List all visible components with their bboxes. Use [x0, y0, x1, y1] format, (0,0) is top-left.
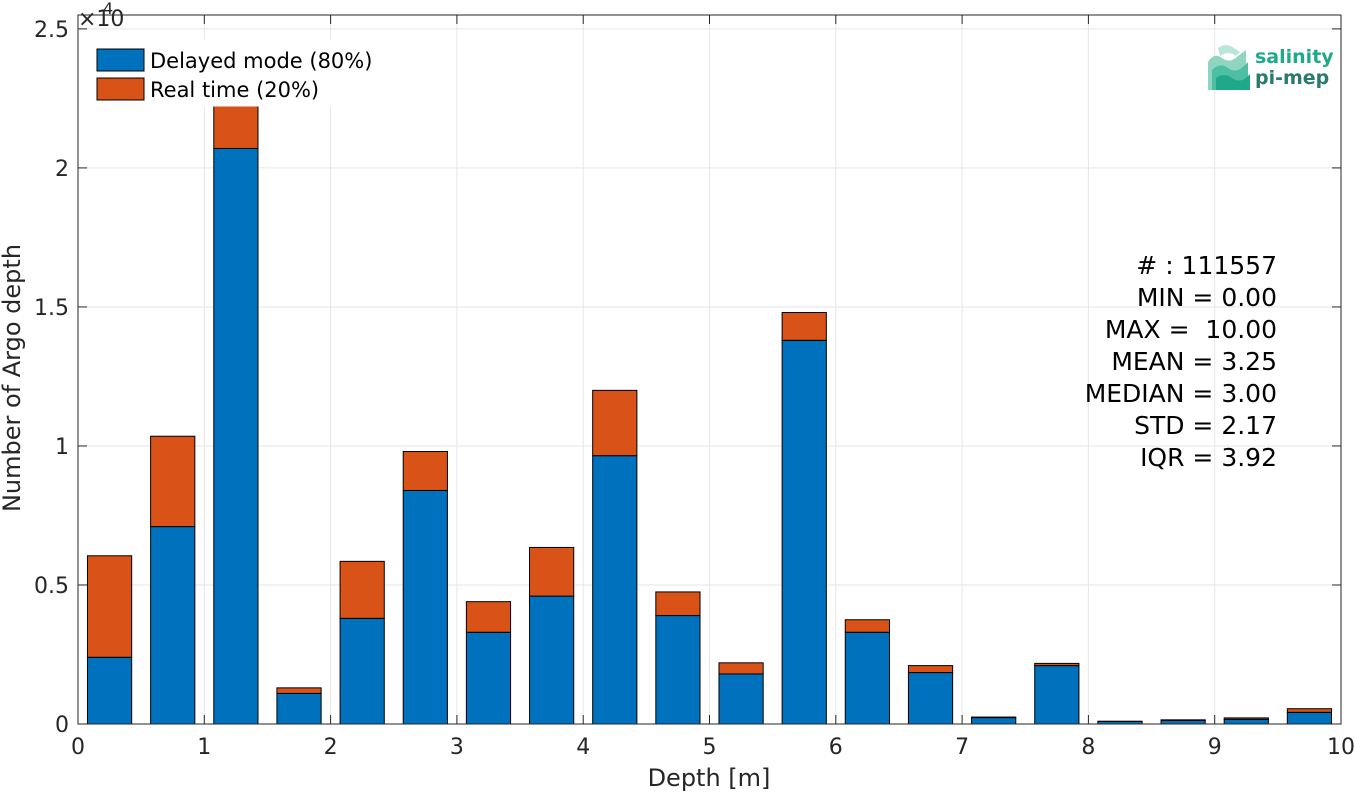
stat-mean: MEAN = 3.25 — [1111, 347, 1277, 376]
bar-realtime-9 — [655, 591, 701, 617]
bar-realtime-13 — [907, 665, 954, 674]
bar-delayed-19 — [1286, 711, 1333, 725]
y-tick-label-0: 0 — [55, 713, 69, 738]
bar-realtime-11 — [781, 312, 827, 341]
y-ticks: 0 0.5 1 1.5 2 2.5 — [34, 18, 1341, 738]
stat-max: MAX = 10.00 — [1105, 315, 1277, 344]
bar-delayed-11 — [781, 339, 827, 725]
bar-realtime-8 — [592, 389, 638, 457]
statistics-box: # : 111557 MIN = 0.00 MAX = 10.00 MEAN =… — [1085, 251, 1277, 472]
y-exponent: ×10 4 — [78, 0, 124, 32]
legend-label-realtime: Real time (20%) — [150, 78, 319, 102]
y-exponent-power: 4 — [103, 0, 113, 18]
bar-realtime-0 — [86, 555, 133, 658]
bar-delayed-8 — [592, 455, 638, 725]
bar-delayed-4 — [339, 617, 385, 725]
y-tick-label-3: 1.5 — [34, 296, 69, 321]
stat-min: MIN = 0.00 — [1137, 283, 1277, 312]
x-axis-label: Depth [m] — [648, 764, 771, 792]
x-tick-label-8: 8 — [1081, 735, 1095, 760]
y-tick-label-5: 2.5 — [34, 18, 69, 43]
bar-realtime-12 — [844, 619, 890, 633]
x-tick-label-7: 7 — [955, 735, 969, 760]
y-exponent-base: ×10 — [78, 7, 124, 32]
bar-delayed-17 — [1160, 719, 1206, 725]
legend-swatch-delayed — [96, 48, 145, 72]
bar-delayed-10 — [718, 673, 764, 725]
bar-delayed-9 — [655, 615, 701, 725]
stat-iqr: IQR = 3.92 — [1140, 443, 1277, 472]
logo-wave-icon — [1208, 45, 1250, 90]
bar-realtime-10 — [718, 662, 764, 675]
bar-delayed-12 — [844, 631, 890, 725]
legend: Delayed mode (80%) Real time (20%) — [87, 39, 384, 107]
bar-delayed-1 — [150, 526, 196, 725]
logo-text-salinity: salinity — [1255, 46, 1334, 68]
x-tick-label-5: 5 — [703, 735, 717, 760]
salinity-pi-mep-logo: salinity pi-mep — [1208, 45, 1334, 90]
bar-delayed-2 — [213, 147, 259, 725]
x-tick-label-3: 3 — [450, 735, 464, 760]
bar-delayed-13 — [907, 672, 954, 725]
bar-realtime-17 — [1160, 719, 1206, 721]
y-tick-label-1: 0.5 — [34, 574, 69, 599]
bars-group — [86, 42, 1333, 725]
x-tick-label-2: 2 — [324, 735, 338, 760]
bar-delayed-6 — [465, 631, 512, 725]
bar-delayed-3 — [276, 692, 322, 725]
bar-delayed-15 — [1034, 665, 1080, 725]
stat-std: STD = 2.17 — [1134, 411, 1277, 440]
x-tick-label-6: 6 — [829, 735, 843, 760]
x-tick-label-0: 0 — [71, 735, 85, 760]
bar-realtime-7 — [529, 546, 575, 597]
bar-realtime-1 — [150, 435, 196, 528]
stat-median: MEDIAN = 3.00 — [1085, 379, 1277, 408]
logo-text-pimep: pi-mep — [1255, 67, 1329, 89]
x-tick-label-1: 1 — [197, 735, 211, 760]
bar-delayed-0 — [86, 656, 133, 725]
bar-realtime-4 — [339, 560, 385, 619]
bar-realtime-14 — [971, 716, 1017, 719]
bar-realtime-5 — [402, 451, 448, 491]
bar-delayed-5 — [402, 489, 448, 725]
y-tick-label-2: 1 — [55, 435, 69, 460]
x-tick-label-9: 9 — [1208, 735, 1222, 760]
x-tick-label-10: 10 — [1327, 735, 1355, 760]
bar-realtime-15 — [1034, 662, 1080, 667]
x-ticks: 0 1 2 3 4 5 6 7 8 9 10 — [71, 15, 1355, 760]
bar-delayed-7 — [529, 595, 575, 725]
bar-realtime-19 — [1286, 708, 1333, 713]
bar-delayed-14 — [971, 717, 1017, 725]
bar-realtime-6 — [465, 601, 512, 633]
legend-label-delayed: Delayed mode (80%) — [150, 49, 372, 73]
legend-swatch-realtime — [96, 77, 145, 101]
stat-count: # : 111557 — [1136, 251, 1277, 280]
y-axis-label: Number of Argo depth — [0, 244, 26, 512]
bar-delayed-18 — [1223, 718, 1269, 725]
bar-realtime-3 — [276, 687, 322, 694]
y-tick-label-4: 2 — [55, 157, 69, 182]
x-tick-label-4: 4 — [576, 735, 590, 760]
bar-realtime-18 — [1223, 717, 1269, 720]
